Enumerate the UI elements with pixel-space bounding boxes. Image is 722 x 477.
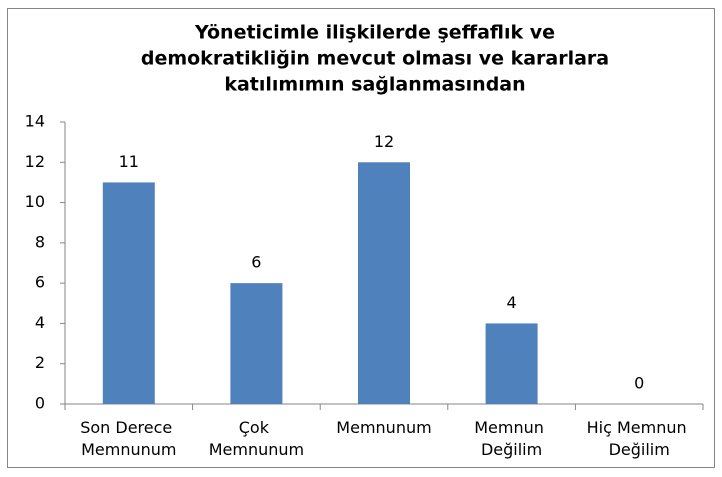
x-tick-label: Hiç Memnun Değilim [587,418,692,459]
x-tick-label: Memnun Değilim [474,418,549,459]
bar [358,162,410,404]
chart-title: demokratikliğin mevcut olması ve kararla… [141,48,609,70]
value-label: 12 [374,132,394,151]
y-tick-label: 4 [35,313,45,332]
value-label: 4 [507,293,517,312]
y-tick-label: 12 [25,152,45,171]
bar [485,323,538,404]
chart-title: Yöneticimle ilişkilerde şeffaflık ve [194,22,555,44]
y-tick-label: 10 [25,192,45,211]
y-tick-label: 6 [35,273,45,292]
value-label: 0 [634,374,644,393]
x-tick-label: Son Derece Memnunum [80,418,177,459]
x-tick-label: Çok Memnunum [209,418,304,459]
y-tick-label: 2 [35,353,45,372]
bar [230,283,283,404]
chart-title: katılımımın sağlanmasından [224,74,525,96]
y-tick-label: 0 [35,394,45,413]
y-tick-label: 8 [35,232,45,251]
value-label: 6 [251,253,261,272]
y-tick-label: 14 [25,112,45,131]
value-label: 11 [119,152,139,171]
x-tick-label: Memnunum [336,418,431,437]
bar [102,182,155,404]
